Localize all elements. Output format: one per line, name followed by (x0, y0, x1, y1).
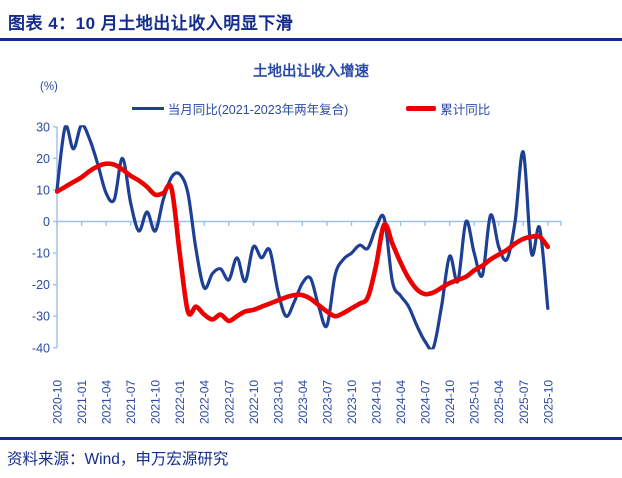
y-tick-label: 20 (36, 152, 50, 166)
monthly-yoy-series-path (55, 125, 550, 350)
x-tick-label: 2022-04 (198, 380, 212, 424)
land-revenue-line-chart: 30 20 10 0 -10 -20 -30 -40 2020-10 2021-01 2021-04… (32, 120, 562, 424)
blue-line-swatch-icon (131, 106, 164, 111)
figure-header: 图表 4：10 月土地出让收入明显下滑 (0, 0, 622, 41)
x-tick-label: 2022-01 (173, 380, 187, 424)
x-tick-label: 2024-04 (394, 380, 408, 424)
y-tick-label: -10 (32, 247, 50, 261)
x-tick-label: 2024-07 (419, 380, 433, 424)
x-tick-label: 2023-04 (296, 380, 310, 424)
chart-legend: 当月同比(2021-2023年两年复合) 累计同比 (0, 99, 622, 118)
y-tick-label: 0 (43, 215, 50, 229)
x-tick-label: 2022-07 (222, 380, 236, 424)
chart-title: 土地出让收入增速 (253, 64, 369, 80)
x-tick-label: 2023-10 (345, 380, 359, 424)
x-tick-label: 2023-07 (320, 380, 334, 424)
footer-rule (0, 437, 622, 440)
y-tick-label: -30 (32, 310, 50, 324)
y-tick-label: -40 (32, 341, 50, 355)
legend-item-monthly-yoy: 当月同比(2021-2023年两年复合) (131, 99, 349, 118)
x-tick-label: 2021-01 (75, 380, 89, 424)
x-tick-label: 2025-01 (468, 380, 482, 424)
y-axis-unit-label: (%) (40, 81, 58, 93)
x-tick-label: 2025-04 (492, 380, 506, 424)
cumulative-yoy-series-path (55, 161, 551, 324)
x-tick-label: 2024-10 (443, 380, 457, 424)
x-tick-label: 2023-01 (271, 380, 285, 424)
x-tick-label: 2024-01 (370, 380, 384, 424)
y-tick-label: -20 (32, 278, 50, 292)
x-tick-label: 2020-10 (51, 380, 65, 424)
x-tick-label: 2025-07 (517, 380, 531, 424)
x-tick-label: 2021-07 (124, 380, 138, 424)
x-tick-label: 2022-10 (247, 380, 261, 424)
legend-label-monthly-yoy: 当月同比(2021-2023年两年复合) (167, 103, 349, 117)
x-tick-label: 2021-10 (149, 380, 163, 424)
legend-label-cumulative-yoy: 累计同比 (440, 103, 491, 117)
x-tick-label: 2021-04 (100, 380, 114, 424)
red-line-swatch-icon (406, 106, 437, 111)
y-tick-label: 10 (36, 183, 50, 197)
figure-title: 图表 4：10 月土地出让收入明显下滑 (8, 14, 294, 33)
y-tick-label: 30 (36, 120, 50, 134)
legend-item-cumulative-yoy: 累计同比 (406, 99, 490, 118)
x-tick-label: 2025-10 (541, 380, 555, 424)
source-note: 资料来源：Wind，申万宏源研究 (7, 451, 229, 468)
